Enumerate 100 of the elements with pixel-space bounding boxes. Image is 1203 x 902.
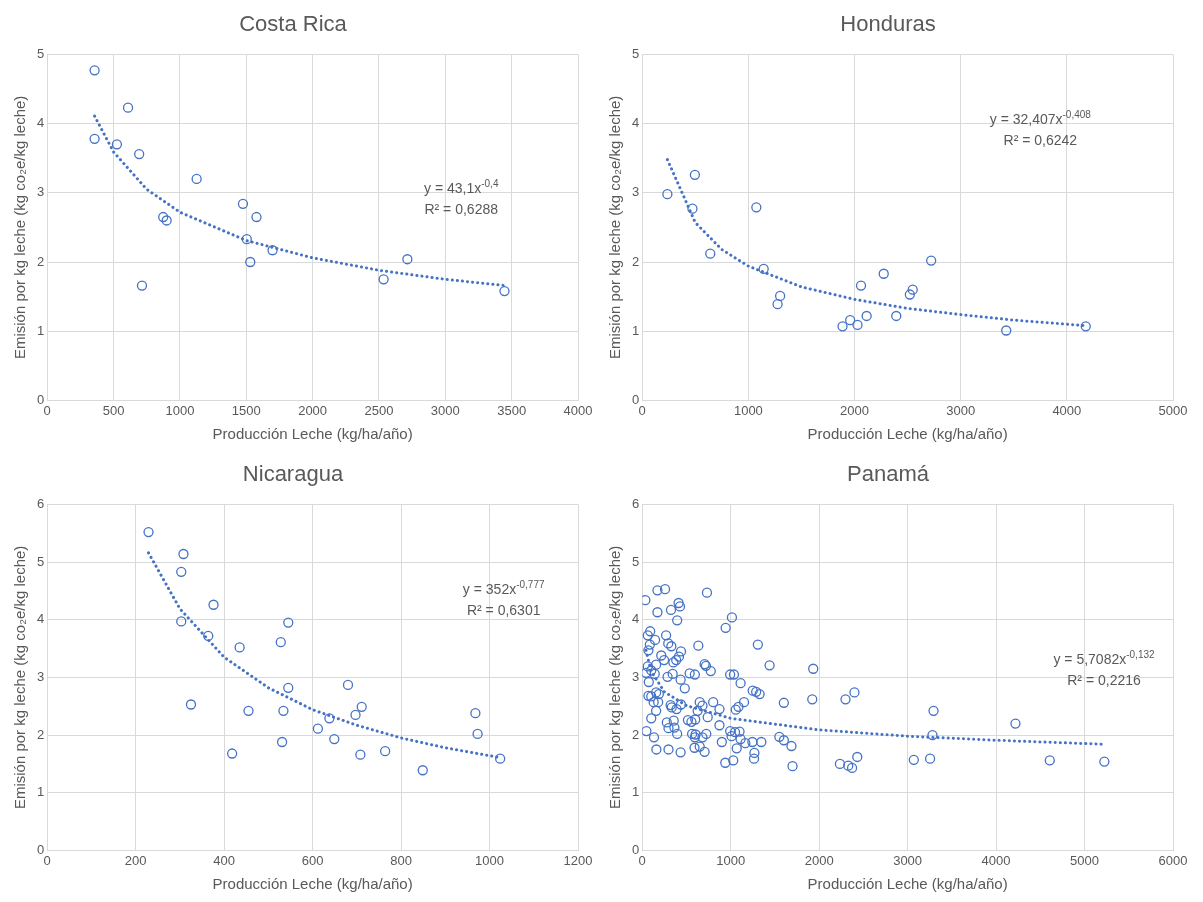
y-tick-label: 4 [632, 611, 640, 627]
point [907, 284, 918, 295]
y-tick-label: 3 [632, 668, 640, 684]
y-axis-title: Emisión por kg leche (kg co₂e/kg leche) [11, 545, 29, 810]
annotation: R² = 0,6242 [1003, 131, 1078, 148]
y-tick-label: 2 [37, 726, 45, 742]
x-axis-title: Producción Leche (kg/ha/año) [807, 875, 1008, 893]
y-tick-label: 0 [37, 391, 45, 407]
y-tick-label: 3 [37, 184, 45, 200]
x-tick-label: 3500 [497, 402, 527, 418]
point [774, 290, 786, 302]
point [378, 274, 389, 285]
point [1001, 325, 1012, 336]
point [158, 211, 169, 223]
point [687, 203, 698, 214]
point [855, 280, 867, 291]
point [176, 566, 187, 578]
point [380, 746, 391, 757]
x-axis-title: Producción Leche (kg/ha/año) [212, 875, 413, 893]
point [241, 234, 252, 245]
point [926, 255, 937, 266]
point [751, 202, 762, 213]
y-tick-label: 5 [37, 45, 45, 61]
point [275, 637, 286, 648]
point [122, 102, 134, 113]
y-tick-label: 1 [37, 322, 45, 338]
y-tick-label: 2 [632, 253, 640, 269]
point [1080, 321, 1091, 332]
x-tick-label: 4000 [981, 852, 1011, 868]
x-tick-label: 1000 [165, 402, 195, 418]
point [111, 139, 123, 150]
y-tick-label: 2 [37, 253, 45, 269]
point [143, 526, 154, 538]
x-tick-label: 5000 [1070, 852, 1099, 868]
point [891, 310, 902, 322]
y-axis-title: Emisión por kg leche (kg co₂e/kg leche) [11, 95, 29, 360]
y-tick-label: 0 [632, 841, 640, 857]
point [276, 736, 288, 748]
point [278, 705, 289, 716]
x-tick-label: 2000 [840, 402, 869, 418]
point [845, 314, 856, 326]
x-tick-label: 1500 [231, 402, 261, 418]
point [350, 709, 361, 721]
point [758, 263, 769, 275]
x-tick-label: 5000 [1158, 402, 1188, 418]
x-tick-label: 1200 [563, 852, 593, 868]
point [243, 705, 254, 716]
y-tick-label: 6 [37, 495, 45, 511]
point [861, 310, 872, 322]
point [283, 682, 294, 693]
point [251, 211, 262, 223]
point [705, 248, 716, 259]
y-tick-label: 5 [37, 553, 45, 569]
x-tick-label: 4000 [563, 402, 593, 418]
point [136, 280, 148, 291]
point [89, 133, 100, 144]
y-tick-label: 5 [632, 553, 640, 569]
x-axis-title: Producción Leche (kg/ha/año) [212, 425, 413, 443]
point [312, 723, 324, 734]
chart-title: Nicaragua [242, 461, 344, 487]
point [342, 679, 354, 691]
x-tick-label: 3000 [946, 402, 976, 418]
y-tick-label: 1 [37, 784, 45, 800]
y-tick-label: 4 [37, 611, 45, 627]
point [904, 289, 915, 300]
point [267, 245, 278, 256]
point [470, 708, 481, 719]
chart-title: Costa Rica [239, 11, 348, 37]
x-tick-label: 3000 [430, 402, 460, 418]
y-tick-label: 2 [632, 726, 640, 742]
x-tick-label: 2500 [364, 402, 394, 418]
point [402, 254, 413, 265]
point [161, 215, 172, 226]
point [226, 748, 238, 759]
x-tick-label: 1000 [716, 852, 746, 868]
point [772, 299, 783, 310]
point [495, 753, 506, 764]
y-tick-label: 4 [632, 115, 640, 131]
x-tick-label: 2000 [804, 852, 834, 868]
point [324, 713, 335, 724]
x-tick-label: 1000 [733, 402, 763, 418]
x-tick-label: 4000 [1052, 402, 1082, 418]
point [329, 733, 340, 745]
point [208, 599, 219, 610]
point [237, 198, 249, 210]
y-axis-title: Emisión por kg leche (kg co₂e/kg leche) [606, 545, 624, 810]
point [178, 548, 189, 560]
x-tick-label: 200 [124, 852, 147, 868]
x-tick-label: 1000 [475, 852, 504, 868]
y-tick-label: 6 [632, 495, 640, 511]
x-tick-label: 400 [213, 852, 235, 868]
y-tick-label: 4 [37, 115, 45, 131]
x-tick-label: 6000 [1158, 852, 1188, 868]
point [689, 169, 701, 180]
annotation: R² = 0,6301 [466, 602, 541, 619]
y-axis-title: Emisión por kg leche (kg co₂e/kg leche) [606, 95, 624, 360]
x-axis-title: Producción Leche (kg/ha/año) [807, 425, 1008, 443]
point [134, 148, 145, 160]
point [89, 65, 100, 76]
point [472, 728, 483, 740]
